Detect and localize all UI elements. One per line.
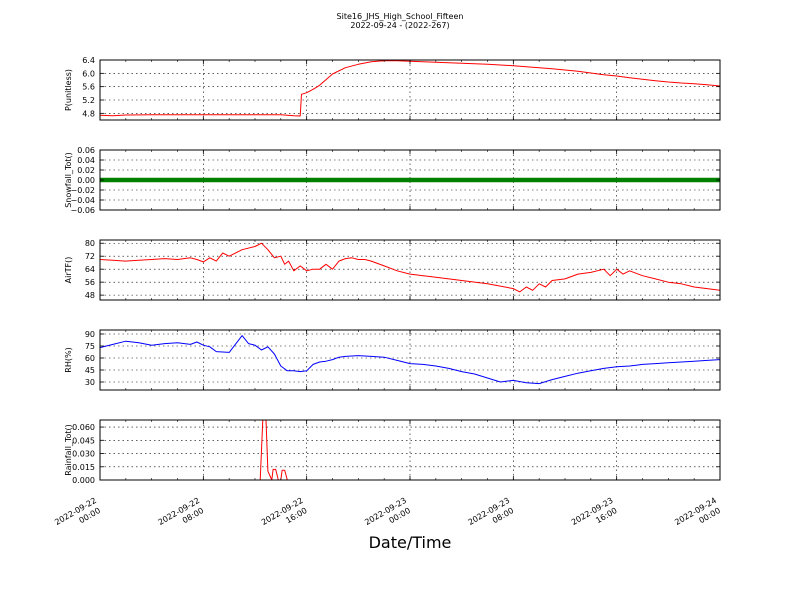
chart-title: Site16_JHS_High_School_Fifteen [336,12,464,21]
y-axis-label: Snowfall_Tot() [64,152,73,208]
y-axis-label: AirTF() [64,257,73,284]
y-tick-label: 0.00 [77,176,95,185]
y-tick-label: 45 [85,366,95,375]
subplot-3: 48 56 64 72 80 AirTF() [64,239,721,301]
y-tick-label: 72 [85,252,95,261]
y-tick-label: 60 [85,354,95,363]
y-tick-label: 48 [85,291,95,300]
subplot-1: 4.8 5.2 5.6 6.0 6.4 P(unitless) [64,56,721,121]
y-tick-label: −0.04 [70,196,95,205]
y-tick-label: 0.02 [77,166,95,175]
y-tick-label: 5.2 [82,96,95,105]
y-tick-label: 0.000 [72,476,95,485]
y-tick-label: 0.030 [72,450,95,459]
y-axis-label: P(unitless) [64,69,73,111]
y-tick-label: 4.8 [82,109,95,118]
y-tick-label: 0.06 [77,146,95,155]
series-line-1 [100,420,720,480]
y-tick-label: 56 [85,278,95,287]
y-tick-label: 75 [85,342,95,351]
y-tick-label: −0.02 [70,186,95,195]
y-tick-label: 30 [85,378,95,387]
series-line-1 [100,335,720,385]
y-tick-label: 0.015 [72,463,95,472]
y-tick-label: 0.04 [77,156,95,165]
y-tick-label: 64 [85,265,95,274]
y-tick-label: 6.4 [82,56,95,65]
subplot-2: −0.06−0.04−0.020.000.020.040.06 Snowfall_… [64,146,721,215]
y-tick-label: 6.0 [82,69,95,78]
y-axis-label: Rainfall_Tot() [64,424,73,476]
chart-subtitle: 2022-09-24 - (2022-267) [350,21,450,30]
y-tick-label: 90 [85,330,95,339]
y-tick-label: 0.060 [72,423,95,432]
x-axis-label: Date/Time [368,533,452,552]
y-tick-label: 80 [85,239,95,248]
series-line-1 [100,60,720,117]
subplot-4: 30 45 60 75 90 RH(%) [64,329,721,391]
y-tick-label: 0.045 [72,436,95,445]
y-tick-label: 5.6 [82,83,95,92]
series-line-1 [100,242,720,293]
y-tick-label: −0.06 [70,206,95,215]
y-axis-label: RH(%) [64,347,73,372]
